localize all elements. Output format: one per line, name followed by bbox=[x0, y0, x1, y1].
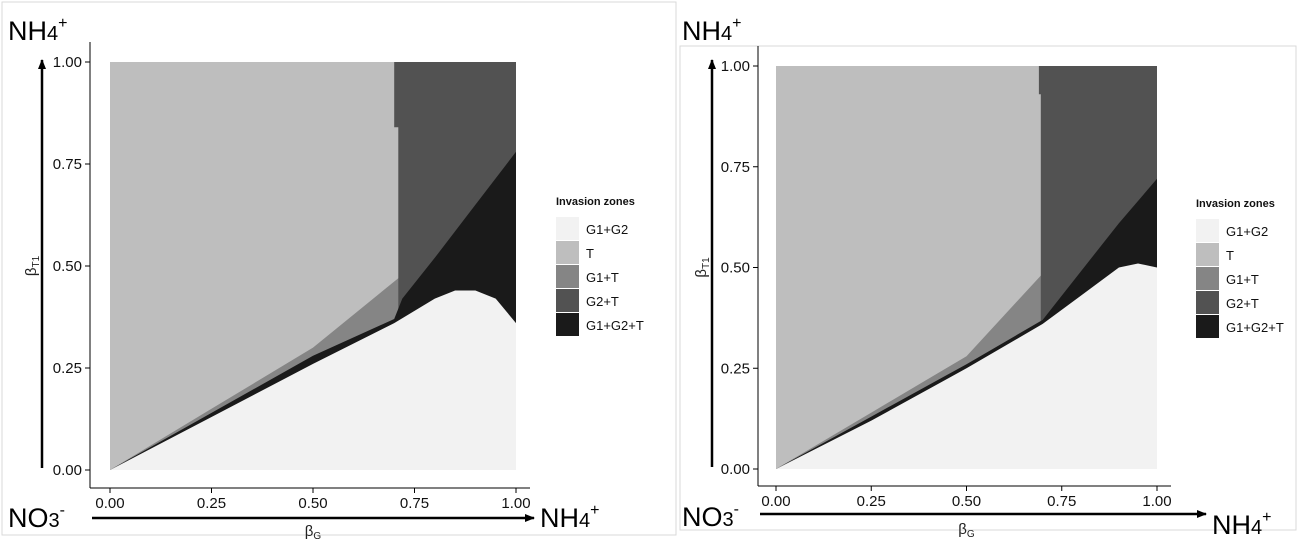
legend-swatch bbox=[556, 289, 579, 312]
x-tick-label: 0.00 bbox=[95, 495, 124, 512]
x-tick-label: 0.75 bbox=[1047, 493, 1076, 510]
y-tick-label: 1.00 bbox=[721, 58, 750, 75]
x-origin-label-sub: 3 bbox=[723, 509, 734, 531]
x-tick-label: 0.75 bbox=[400, 495, 429, 512]
x-end-label-sub: 4 bbox=[1251, 517, 1262, 539]
legend-label: G1+T bbox=[1226, 272, 1259, 287]
x-end-label: NH4+ bbox=[540, 502, 599, 533]
y-tick-label: 0.25 bbox=[721, 360, 750, 377]
y-tick-label: 1.00 bbox=[53, 54, 82, 71]
y-tick-label: 0.50 bbox=[721, 260, 750, 277]
legend-swatch bbox=[1196, 219, 1219, 242]
legend-label: G1+G2+T bbox=[586, 318, 644, 333]
legend-label: G1+T bbox=[586, 270, 619, 285]
x-origin-label: NO3- bbox=[682, 501, 739, 532]
y-axis-title: βT1 bbox=[23, 255, 42, 276]
x-end-label: NH4+ bbox=[1212, 509, 1271, 540]
legend-swatch bbox=[556, 313, 579, 336]
x-tick-label: 0.25 bbox=[197, 495, 226, 512]
y-tick-label: 0.00 bbox=[721, 461, 750, 478]
legend-label: G2+T bbox=[586, 294, 619, 309]
legend-swatch bbox=[556, 241, 579, 264]
chart-panel-1: 0.00 0.25 0.50 0.75 1.00 0.00 0.25 0.50 0.75 1.00… bbox=[1, 1, 677, 540]
y-tick-label: 0.75 bbox=[721, 159, 750, 176]
y-tick-label: 0.25 bbox=[53, 360, 82, 377]
legend-swatch bbox=[556, 217, 579, 240]
x-tick-label: 0.00 bbox=[761, 493, 790, 510]
y-top-label-charge: + bbox=[58, 15, 67, 32]
legend-swatch bbox=[1196, 243, 1219, 266]
x-axis-title: βG bbox=[958, 521, 975, 540]
legend-swatch bbox=[556, 265, 579, 288]
x-origin-label-sub: 3 bbox=[49, 510, 60, 532]
y-top-label-sub: 4 bbox=[47, 23, 58, 45]
legend-label: G1+G2 bbox=[586, 222, 628, 237]
y-top-label-charge: + bbox=[732, 15, 741, 32]
x-tick-label: 1.00 bbox=[1142, 493, 1171, 510]
y-axis-title-sub: T1 bbox=[31, 255, 42, 267]
x-axis-title-sub: G bbox=[967, 529, 975, 540]
x-axis-title: βG bbox=[305, 523, 322, 540]
legend-label: G1+G2 bbox=[1226, 224, 1268, 239]
legend-title: Invasion zones bbox=[1196, 198, 1275, 210]
x-axis-title-sub: G bbox=[313, 531, 321, 540]
legend-swatch bbox=[1196, 291, 1219, 314]
y-tick-label: 0.00 bbox=[53, 462, 82, 479]
legend-label: G2+T bbox=[1226, 296, 1259, 311]
x-end-label-charge: + bbox=[590, 502, 599, 519]
x-end-label-sub: 4 bbox=[579, 510, 590, 532]
zone-G1-G2 bbox=[776, 263, 1157, 469]
zone-G1-G2 bbox=[110, 290, 516, 470]
y-top-label: NH4+ bbox=[8, 15, 67, 46]
y-axis-title-sub: T1 bbox=[701, 257, 712, 269]
x-origin-label-charge: - bbox=[734, 501, 739, 518]
x-origin-label-charge: - bbox=[60, 502, 65, 519]
legend-label: T bbox=[1226, 248, 1234, 263]
panel-frame bbox=[1, 1, 677, 536]
panel-frame bbox=[679, 45, 1297, 531]
legend-swatch bbox=[1196, 315, 1219, 338]
legend-title: Invasion zones bbox=[556, 196, 635, 208]
x-origin-label: NO3- bbox=[8, 502, 65, 533]
legend: Invasion zones G1+G2 T G1+T G2+T G1+G2+T bbox=[1196, 198, 1284, 338]
x-tick-label: 0.50 bbox=[952, 493, 981, 510]
legend-label: T bbox=[586, 246, 594, 261]
y-top-label: NH4+ bbox=[682, 15, 741, 46]
y-axis-title: βT1 bbox=[693, 257, 712, 278]
y-top-label-sub: 4 bbox=[721, 23, 732, 45]
y-tick-label: 0.50 bbox=[53, 258, 82, 275]
x-end-label-charge: + bbox=[1262, 509, 1271, 526]
legend-label: G1+G2+T bbox=[1226, 320, 1284, 335]
x-tick-label: 0.25 bbox=[857, 493, 886, 510]
y-tick-label: 0.75 bbox=[53, 156, 82, 173]
x-tick-label: 1.00 bbox=[501, 495, 530, 512]
legend-swatch bbox=[1196, 267, 1219, 290]
x-tick-label: 0.50 bbox=[298, 495, 327, 512]
chart-panel-2: 0.00 0.25 0.50 0.75 1.00 0.00 0.25 0.50 0.75 1.00… bbox=[679, 15, 1297, 540]
legend: Invasion zones G1+G2 T G1+T G2+T G1+G2+T bbox=[556, 196, 644, 336]
